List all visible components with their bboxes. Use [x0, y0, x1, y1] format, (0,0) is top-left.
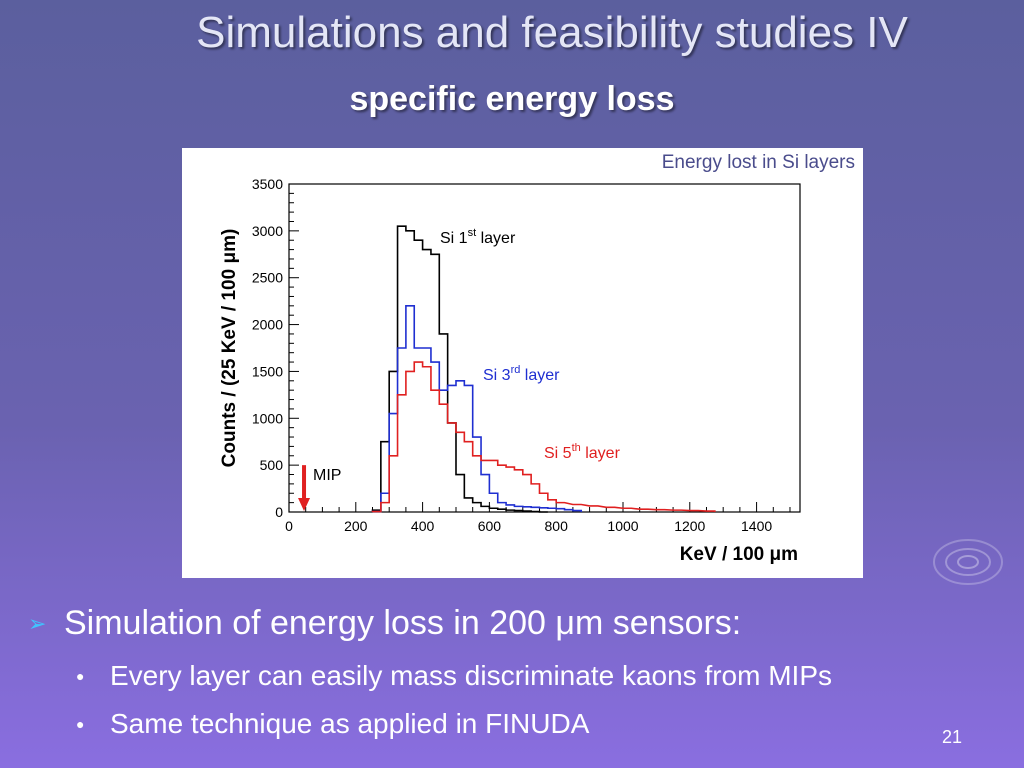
- series-line: [371, 305, 583, 513]
- main-bullet-text: Simulation of energy loss in 200 μm sens…: [64, 604, 742, 642]
- x-tick-label: 0: [285, 518, 293, 534]
- series-line: [371, 361, 716, 513]
- arrow-bullet-icon: ➢: [28, 610, 47, 636]
- y-tick-label: 1500: [252, 363, 283, 379]
- x-axis-label: KeV / 100 μm: [680, 544, 798, 565]
- sub-bullet-text: Same technique as applied in FINUDA: [110, 708, 590, 739]
- plot-frame: [288, 183, 801, 513]
- main-bullet: ➢ Simulation of energy loss in 200 μm se…: [28, 604, 741, 643]
- x-tick-label: 800: [545, 518, 569, 534]
- sub-bullet-text: Every layer can easily mass discriminate…: [110, 660, 832, 691]
- series-label: Si 5th layer: [544, 442, 621, 462]
- energy-loss-figure: Energy lost in Si layers 0 500 1000 1500 200…: [182, 148, 863, 578]
- energy-loss-chart: 0 500 1000 1500 2000 2500 3000 3500 0 200 400 600 80…: [219, 176, 801, 565]
- y-tick-label: 2000: [252, 317, 283, 333]
- slide-subtitle: specific energy loss: [349, 80, 675, 118]
- series-label: Si 1st layer: [440, 227, 516, 247]
- x-tick-label: 1400: [741, 518, 772, 534]
- y-tick-label: 0: [275, 504, 283, 520]
- y-axis-label: Counts / (25 KeV / 100 μm): [219, 229, 240, 468]
- dot-bullet-icon: ●: [76, 668, 85, 684]
- swirl-decoration: [933, 539, 1003, 585]
- series-line: [371, 225, 548, 513]
- slide-title: Simulations and feasibility studies IV: [196, 8, 908, 57]
- x-tick-label: 1200: [674, 518, 705, 534]
- figure-caption: Energy lost in Si layers: [661, 152, 855, 173]
- y-tick-label: 500: [260, 457, 284, 473]
- series-label: Si 3rd layer: [483, 364, 560, 384]
- sub-bullet: ● Same technique as applied in FINUDA: [76, 708, 589, 740]
- x-tick-label: 1000: [607, 518, 638, 534]
- page-number: 21: [941, 727, 962, 747]
- dot-bullet-icon: ●: [76, 716, 85, 732]
- sub-bullet: ● Every layer can easily mass discrimina…: [76, 660, 832, 692]
- y-tick-label: 1000: [252, 410, 283, 426]
- mip-arrowhead: [298, 498, 311, 511]
- x-tick-label: 600: [478, 518, 502, 534]
- y-tick-label: 3500: [252, 176, 283, 192]
- y-tick-label: 3000: [252, 223, 283, 239]
- y-tick-label: 2500: [252, 270, 283, 286]
- x-tick-label: 200: [344, 518, 368, 534]
- x-tick-label: 400: [411, 518, 435, 534]
- mip-label: MIP: [313, 467, 341, 484]
